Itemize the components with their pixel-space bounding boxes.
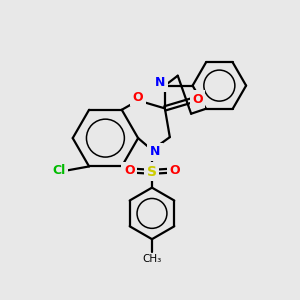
Text: O: O — [133, 91, 143, 104]
Text: O: O — [169, 164, 180, 177]
Text: CH₃: CH₃ — [142, 254, 162, 264]
Text: O: O — [124, 164, 134, 177]
Text: Cl: Cl — [53, 164, 66, 177]
Text: N: N — [150, 146, 160, 158]
Text: S: S — [147, 165, 157, 179]
Text: N: N — [155, 76, 165, 89]
Text: O: O — [192, 93, 203, 106]
